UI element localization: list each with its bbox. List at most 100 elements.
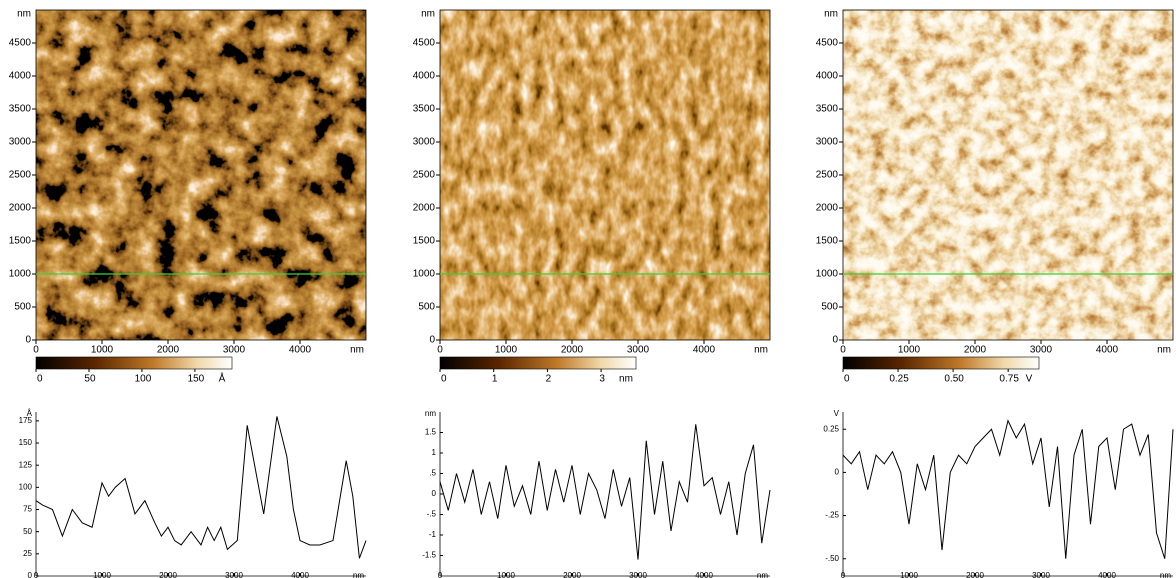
y-unit: Å [27,409,33,418]
y-tick-label: 3000 [413,137,436,148]
y-tick-label: 3500 [9,104,32,115]
colorbar-tick-label: 150 [188,374,205,385]
y-unit: nm [421,9,435,20]
y-tick-label: 100 [19,482,33,491]
y-tick-label: -1.5 [422,551,436,560]
y-unit: nm [425,409,436,418]
y-tick-label: 4000 [413,71,436,82]
x-tick-label: 0 [438,571,443,578]
colorbar-tick-label: 0.25 [889,374,909,385]
colorbar-tick-label: 50 [84,374,96,385]
colorbar-tick-label: 0.75 [999,374,1019,385]
x-tick-label: 0 [33,345,39,356]
colorbar-tick-label: 0 [441,374,447,385]
y-tick-label: 2000 [816,203,839,214]
x-tick-label: 1000 [495,345,518,356]
colorbar-unit: V [1026,374,1033,385]
x-tick-label: 4000 [1098,571,1116,578]
x-tick-label: 2000 [966,571,984,578]
y-tick-label: 2500 [9,170,32,181]
x-tick-label: 1000 [497,571,515,578]
y-tick-label: 125 [19,460,33,469]
y-tick-label: 50 [23,527,32,536]
y-tick-label: 1000 [816,269,839,280]
y-tick-label: 2000 [9,203,32,214]
y-tick-label: 0 [25,335,31,346]
y-tick-label: 1500 [413,236,436,247]
x-unit: nm [757,571,768,578]
y-tick-label: -1 [429,530,437,539]
x-tick-label: 1000 [91,345,114,356]
y-tick-label: 2000 [413,203,436,214]
y-tick-label: 1000 [413,269,436,280]
x-tick-label: 2000 [563,571,581,578]
colorbar-unit: Å [219,372,226,385]
y-tick-label: 4500 [413,38,436,49]
y-tick-label: 1000 [9,269,32,280]
afm-image [36,10,366,340]
y-tick-label: 500 [821,302,838,313]
y-tick-label: -.50 [825,554,839,563]
x-tick-label: 3000 [1032,571,1050,578]
x-tick-label: 0 [437,345,443,356]
colorbar [842,356,1040,370]
x-tick-label: 3000 [1030,345,1053,356]
y-tick-label: 25 [23,549,32,558]
colorbar-unit: nm [619,374,633,385]
y-tick-label: 1500 [9,236,32,247]
x-tick-label: 2000 [964,345,987,356]
y-tick-label: 3500 [816,104,839,115]
y-tick-label: 1500 [816,236,839,247]
x-tick-label: 4000 [693,345,716,356]
colorbar-tick-label: 0.50 [944,374,964,385]
x-unit: nm [754,345,768,356]
y-unit: V [834,409,840,418]
x-tick-label: 2000 [159,571,177,578]
colorbar-tick-label: 100 [135,374,152,385]
y-tick-label: 4000 [9,71,32,82]
y-unit: nm [824,9,838,20]
y-tick-label: 1 [432,448,437,457]
x-unit: nm [350,345,364,356]
afm-image [843,10,1173,340]
y-tick-label: 3500 [413,104,436,115]
y-tick-label: 175 [19,416,33,425]
y-tick-label: 0 [432,489,437,498]
afm-image [440,10,770,340]
colorbar-tick-label: 2 [546,374,552,385]
colorbar-tick-label: 0 [844,374,850,385]
y-tick-label: 0 [832,335,838,346]
y-tick-label: 75 [23,505,32,514]
profile-curve [35,416,367,559]
y-tick-label: 0 [28,571,33,578]
x-tick-label: 3000 [629,571,647,578]
y-tick-label: 2500 [413,170,436,181]
x-tick-label: 1000 [900,571,918,578]
x-tick-label: 0 [840,345,846,356]
colorbar-tick-label: 0 [37,374,43,385]
y-tick-label: .5 [429,469,436,478]
x-tick-label: 3000 [225,571,243,578]
y-tick-label: 3000 [816,137,839,148]
x-tick-label: 4000 [1096,345,1119,356]
x-unit: nm [1160,571,1171,578]
x-tick-label: 2000 [157,345,180,356]
x-unit: nm [353,571,364,578]
colorbar [439,356,637,370]
y-tick-label: 0 [835,468,840,477]
x-tick-label: 1000 [93,571,111,578]
x-tick-label: 4000 [291,571,309,578]
x-tick-label: 4000 [289,345,312,356]
y-tick-label: 4000 [816,71,839,82]
x-tick-label: 2000 [561,345,584,356]
y-tick-label: -.25 [825,511,839,520]
y-tick-label: -.5 [427,510,437,519]
y-tick-label: 4500 [816,38,839,49]
x-unit: nm [1157,345,1171,356]
y-tick-label: 2500 [816,170,839,181]
profile-curve [842,419,1174,559]
y-tick-label: 3000 [9,137,32,148]
colorbar-tick-label: 3 [599,374,605,385]
x-tick-label: 0 [841,571,846,578]
